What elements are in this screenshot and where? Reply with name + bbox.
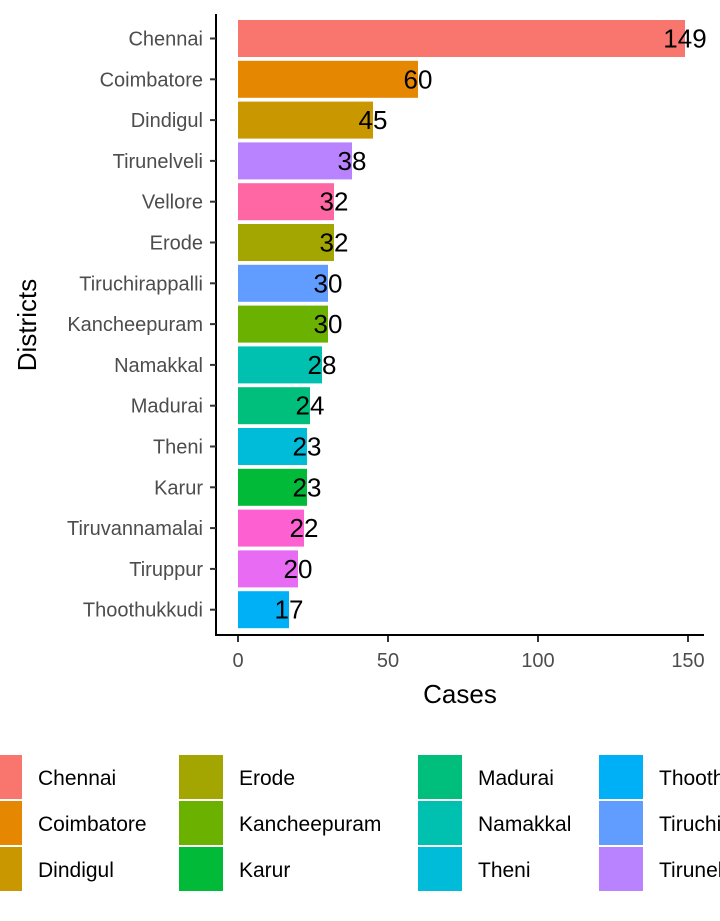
legend-label: Madurai	[478, 767, 554, 790]
legend-key-swatch	[599, 755, 643, 799]
legend-key-swatch	[179, 801, 223, 845]
bar-tiruppur	[238, 550, 298, 588]
y-tick-label-vellore: Vellore	[142, 192, 203, 214]
legend-item-chennai: Chennai	[0, 755, 116, 799]
data-label-thoothukkudi: 17	[275, 595, 304, 625]
x-tick-label-50: 50	[377, 650, 399, 672]
bar-vellore	[238, 183, 334, 221]
y-tick-label-tiruchirappalli: Tiruchirappalli	[79, 273, 203, 295]
x-tick-label-150: 150	[671, 650, 704, 672]
legend-item-tirunelveli: Tirunelveli	[599, 847, 720, 891]
legend-item-theni: Theni	[418, 847, 531, 891]
legend-item-karur: Karur	[179, 847, 290, 891]
legend-key-swatch	[0, 755, 22, 799]
data-label-tiruchirappalli: 30	[314, 268, 343, 298]
legend-key-swatch	[599, 847, 643, 891]
y-tick-label-chennai: Chennai	[128, 29, 203, 51]
y-tick-label-dindigul: Dindigul	[131, 110, 203, 132]
legend-label: Tirunelveli	[659, 859, 720, 882]
bar-kancheepuram	[238, 305, 328, 343]
bar-dindigul	[238, 101, 373, 139]
bar-theni	[238, 428, 307, 465]
legend: Chennai Coimbatore Dindigul Erode Kancheepur…	[0, 755, 720, 891]
y-tick-label-coimbatore: Coimbatore	[100, 69, 203, 91]
legend-item-erode: Erode	[179, 755, 295, 799]
legend-item-dindigul: Dindigul	[0, 847, 114, 891]
y-tick-label-erode: Erode	[150, 233, 203, 255]
y-tick-label-theni: Theni	[153, 437, 203, 459]
legend-item-thoothukkudi: Thoothukkudi	[599, 755, 720, 799]
data-label-madurai: 24	[296, 391, 325, 421]
bar-chennai	[238, 20, 685, 57]
y-tick-label-thoothukkudi: Thoothukkudi	[83, 600, 203, 622]
y-tick-label-tirunelveli: Tirunelveli	[113, 151, 203, 173]
data-label-tirunelveli: 38	[338, 146, 367, 176]
data-label-erode: 32	[320, 228, 349, 258]
y-tick-label-tiruvannamalai: Tiruvannamalai	[67, 518, 203, 540]
bar-tiruvannamalai	[238, 509, 304, 547]
legend-key-swatch	[599, 801, 643, 845]
data-label-tiruppur: 20	[284, 554, 313, 584]
y-tick-label-tiruppur: Tiruppur	[129, 559, 203, 581]
legend-key-swatch	[0, 847, 22, 891]
legend-label: Thoothukkudi	[659, 767, 720, 790]
legend-key-swatch	[418, 847, 462, 891]
bar-tirunelveli	[238, 142, 352, 180]
legend-key-swatch	[418, 801, 462, 845]
data-label-theni: 23	[293, 432, 322, 462]
legend-item-coimbatore: Coimbatore	[0, 801, 147, 845]
legend-label: Kancheepuram	[239, 813, 381, 836]
bar-madurai	[238, 387, 310, 425]
ticks-layer: Chennai Coimbatore Dindigul Tirunelveli Vell…	[67, 29, 705, 673]
legend-item-tiruchirappalli: Tiruchirappalli	[599, 801, 720, 845]
labels-layer: 149 60 45 38 32 32 30 30 28 24 23 23 22 20 17	[275, 24, 707, 625]
legend-label: Theni	[478, 859, 531, 882]
legend-key-swatch	[0, 801, 22, 845]
bar-erode	[238, 224, 334, 261]
legend-label: Coimbatore	[38, 813, 147, 836]
legend-item-kancheepuram: Kancheepuram	[179, 801, 381, 845]
bar-karur	[238, 468, 307, 506]
data-label-vellore: 32	[320, 187, 349, 217]
legend-key-swatch	[418, 755, 462, 799]
y-tick-label-namakkal: Namakkal	[114, 355, 203, 377]
y-tick-label-karur: Karur	[154, 477, 203, 499]
data-label-coimbatore: 60	[404, 64, 433, 94]
bar-thoothukkudi	[238, 591, 289, 629]
data-label-karur: 23	[293, 472, 322, 502]
y-axis-title: Districts	[12, 279, 42, 371]
data-label-chennai: 149	[663, 24, 706, 54]
legend-label: Erode	[239, 767, 295, 790]
legend-item-madurai: Madurai	[418, 755, 554, 799]
bar-coimbatore	[238, 60, 418, 98]
legend-label: Karur	[239, 859, 290, 882]
legend-key-swatch	[179, 755, 223, 799]
x-axis-title: Cases	[423, 679, 497, 709]
x-tick-label-100: 100	[521, 650, 554, 672]
legend-label: Namakkal	[478, 813, 571, 836]
data-label-tiruvannamalai: 22	[290, 513, 319, 543]
bar-namakkal	[238, 346, 322, 384]
legend-label: Chennai	[38, 767, 116, 790]
data-label-namakkal: 28	[308, 350, 337, 380]
data-label-dindigul: 45	[359, 105, 388, 135]
bars-layer	[238, 20, 685, 629]
legend-label: Tiruchirappalli	[659, 813, 720, 836]
bar-tiruchirappalli	[238, 264, 328, 302]
x-tick-label-0: 0	[232, 650, 243, 672]
legend-item-namakkal: Namakkal	[418, 801, 571, 845]
legend-key-swatch	[179, 847, 223, 891]
y-tick-label-kancheepuram: Kancheepuram	[67, 314, 203, 336]
y-tick-label-madurai: Madurai	[131, 396, 203, 418]
data-label-kancheepuram: 30	[314, 309, 343, 339]
legend-label: Dindigul	[38, 859, 114, 882]
